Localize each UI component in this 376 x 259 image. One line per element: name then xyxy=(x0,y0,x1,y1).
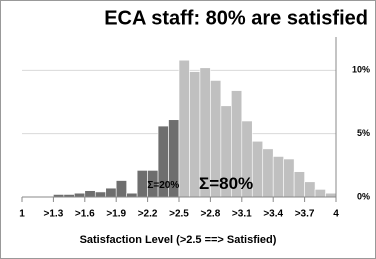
bar xyxy=(325,192,337,198)
x-tick-label: >1.6 xyxy=(75,209,95,220)
bar xyxy=(272,156,284,198)
chart-title: ECA staff: 80% are satisfied xyxy=(104,7,368,29)
bar xyxy=(136,170,148,198)
x-tick-label: 1 xyxy=(19,209,25,220)
bar xyxy=(105,187,117,198)
x-tick-label: >3.4 xyxy=(263,209,283,220)
bar xyxy=(251,140,264,198)
bar xyxy=(262,148,274,198)
x-tick-label: >2.2 xyxy=(138,209,158,220)
bar xyxy=(178,59,190,198)
bar xyxy=(94,191,107,198)
annotation: Σ=20% xyxy=(147,180,179,191)
x-tick-label: >1.9 xyxy=(106,209,126,220)
bar xyxy=(293,171,305,198)
annotation: Σ=80% xyxy=(199,174,253,193)
bar xyxy=(115,180,127,198)
x-tick-label: >3.7 xyxy=(295,209,315,220)
y-tick-label: 5% xyxy=(357,128,370,138)
bar xyxy=(283,158,295,198)
bar xyxy=(126,192,138,198)
y-tick-label: 0% xyxy=(357,191,370,201)
x-axis-label: Satisfaction Level (>2.5 ==> Satisfied) xyxy=(80,234,277,246)
x-tick-label: >1.3 xyxy=(44,209,64,220)
bar xyxy=(314,189,326,198)
y-tick-label: 10% xyxy=(352,65,370,75)
x-tick-label: >3.1 xyxy=(232,209,252,220)
bar xyxy=(74,192,86,198)
x-tick-label: 4 xyxy=(333,209,339,220)
x-tick-label: >2.8 xyxy=(201,209,221,220)
bar xyxy=(304,181,316,198)
x-tick-label: >2.5 xyxy=(169,209,189,220)
bar xyxy=(84,190,96,198)
